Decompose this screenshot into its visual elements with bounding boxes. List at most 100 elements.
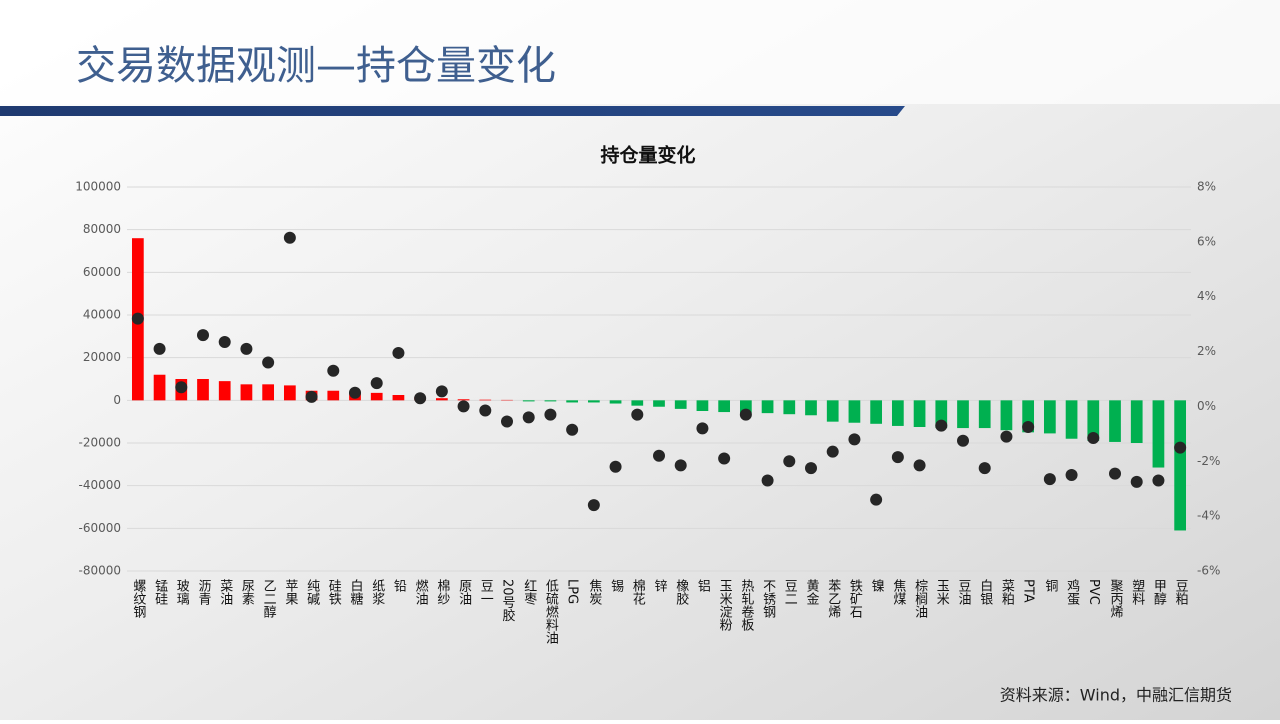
bar (849, 400, 861, 422)
x-tick-label: 沥青 (196, 579, 212, 605)
y-tick-label: -80000 (78, 564, 121, 578)
source-note: 资料来源：Wind，中融汇信期货 (1000, 686, 1232, 705)
dot (935, 420, 947, 432)
bar (458, 399, 470, 400)
x-tick-label: LPG (565, 579, 580, 604)
dot (371, 377, 383, 389)
x-tick-label: 苯乙烯 (825, 579, 841, 618)
x-tick-label: 棕榈油 (912, 579, 928, 618)
x-tick-label: 硅铁 (326, 579, 342, 605)
dot (696, 422, 708, 434)
y-tick-label: -20000 (78, 436, 121, 450)
bar (697, 400, 709, 411)
bar (631, 400, 643, 405)
y-tick-label: -60000 (78, 521, 121, 535)
dot (1174, 442, 1186, 454)
dot (544, 409, 556, 421)
bar (197, 379, 209, 400)
x-tick-label: 棉纱 (434, 579, 450, 605)
dot (1000, 431, 1012, 443)
chart-title: 持仓量变化 (600, 144, 695, 167)
dot (1022, 421, 1034, 433)
x-tick-label: 玻璃 (174, 579, 190, 605)
y2-tick-label: -6% (1197, 564, 1220, 578)
x-tick-label: 玉米淀粉 (717, 579, 733, 631)
y-tick-label: 40000 (83, 308, 121, 322)
x-tick-label: 乙二醇 (261, 579, 277, 618)
y-tick-label: 80000 (83, 222, 121, 236)
dot (262, 357, 274, 369)
x-tick-label: 焦炭 (586, 579, 602, 606)
dot (610, 461, 622, 473)
x-tick-label: 原油 (456, 579, 472, 605)
dot (436, 385, 448, 397)
dot (783, 455, 795, 467)
dot (805, 462, 817, 474)
dot (914, 459, 926, 471)
bar (1131, 400, 1143, 443)
dot (327, 365, 339, 377)
bar (241, 384, 253, 400)
bar (957, 400, 969, 428)
y2-tick-label: 4% (1197, 289, 1216, 303)
dot (1066, 469, 1078, 481)
dot (870, 494, 882, 506)
dot (240, 343, 252, 355)
dot (957, 435, 969, 447)
y2-tick-label: 6% (1197, 234, 1216, 248)
dot (1109, 468, 1121, 480)
bar (545, 400, 557, 401)
y-tick-label: 0 (113, 393, 121, 407)
dot (1131, 476, 1143, 488)
dot (349, 387, 361, 399)
dot (762, 474, 774, 486)
dot (1044, 473, 1056, 485)
bar (762, 400, 774, 413)
x-tick-label: 锡 (608, 579, 624, 592)
x-tick-label: 20号胶 (500, 579, 516, 623)
dot (479, 405, 491, 417)
y2-tick-label: -2% (1197, 454, 1220, 468)
bar (436, 398, 448, 400)
x-tick-label: 低硫燃料油 (543, 579, 559, 644)
x-tick-label: 镍 (869, 579, 885, 592)
x-tick-label: PVC (1086, 579, 1101, 605)
dot (740, 409, 752, 421)
x-tick-label: 纯碱 (304, 579, 320, 605)
dot (458, 400, 470, 412)
dot (523, 411, 535, 423)
bar (783, 400, 795, 414)
bar (327, 391, 339, 401)
bar (284, 385, 296, 400)
x-tick-label: 白糖 (348, 578, 364, 606)
bar (154, 375, 166, 401)
bar (219, 381, 231, 400)
x-tick-label: 尿素 (239, 579, 255, 605)
bar (1153, 400, 1165, 467)
x-tick-label: 白银 (977, 578, 993, 605)
dot (1152, 474, 1164, 486)
dot (979, 462, 991, 474)
x-tick-label: 燃油 (413, 578, 429, 605)
bar (371, 393, 383, 400)
x-tick-label: 热轧卷板 (738, 579, 754, 632)
dot (718, 453, 730, 465)
dot (414, 392, 426, 404)
bar (1001, 400, 1013, 430)
dot (501, 416, 513, 428)
dot (1087, 432, 1099, 444)
dot (566, 424, 578, 436)
bar (393, 395, 405, 400)
x-tick-label: 玉米 (934, 579, 950, 605)
bar (718, 400, 730, 412)
x-tick-label: 豆油 (956, 579, 972, 605)
dot (892, 451, 904, 463)
x-tick-label: 豆粕 (1173, 579, 1189, 605)
dot (675, 459, 687, 471)
x-tick-label: 甲醇 (1151, 579, 1167, 605)
y2-tick-label: 8% (1197, 180, 1216, 194)
bar (827, 400, 839, 421)
dot (154, 343, 166, 355)
bar (914, 400, 926, 427)
